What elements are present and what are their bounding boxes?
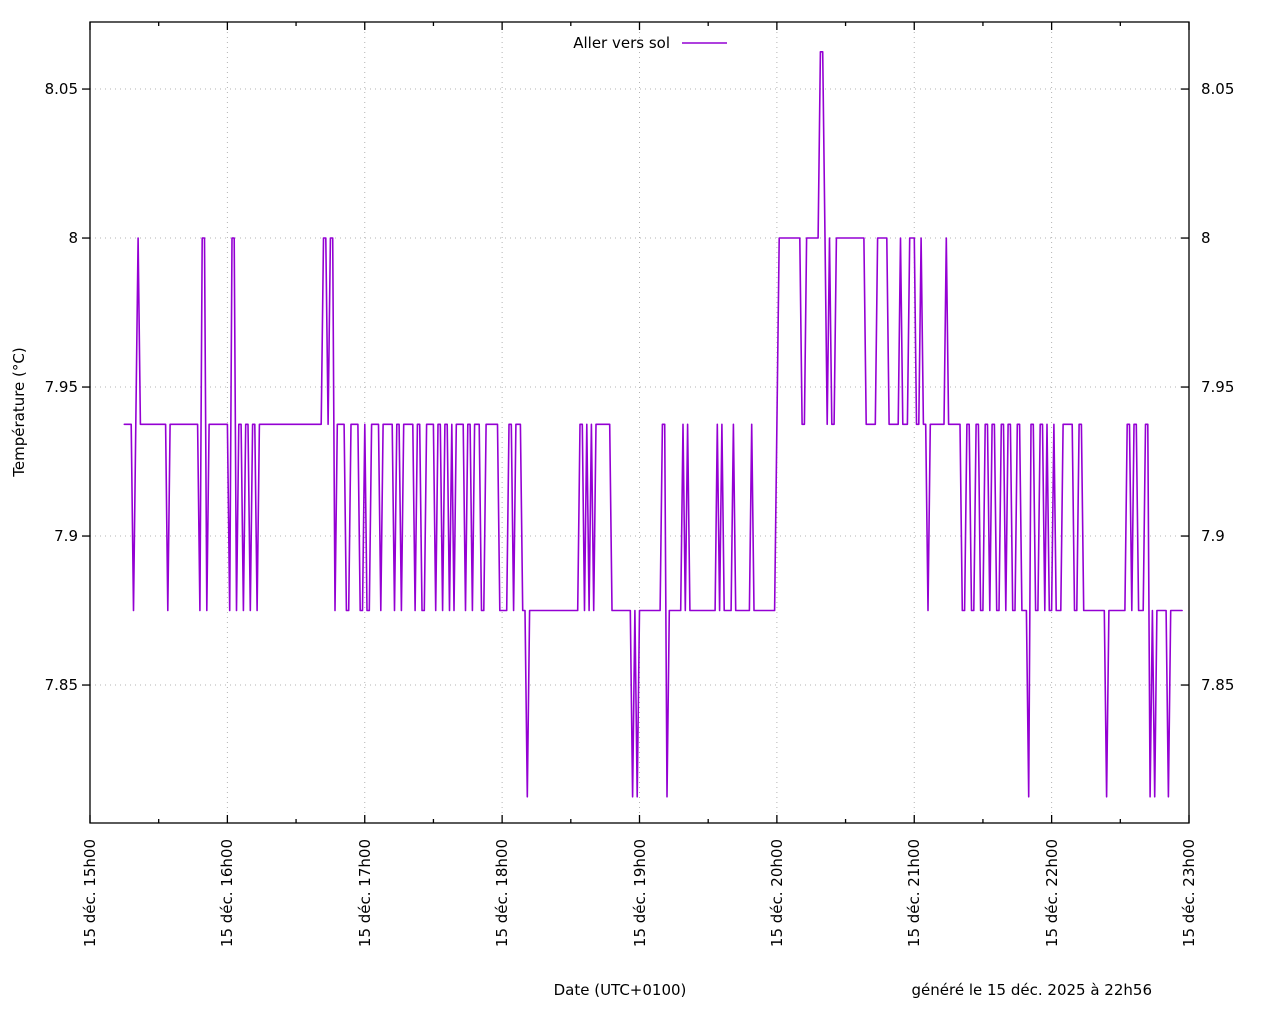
generated-timestamp: généré le 15 déc. 2025 à 22h56 <box>911 981 1152 999</box>
x-tick-label: 15 déc. 21h00 <box>905 839 924 948</box>
x-tick-label: 15 déc. 17h00 <box>355 839 374 948</box>
y-tick-label-right: 8 <box>1201 229 1211 248</box>
series-line <box>123 51 1183 798</box>
x-tick-label: 15 déc. 20h00 <box>767 839 786 948</box>
y-tick-label-right: 7.9 <box>1201 527 1225 546</box>
y-tick-label-right: 8.05 <box>1201 80 1235 99</box>
x-tick-label: 15 déc. 18h00 <box>493 839 512 948</box>
x-tick-label: 15 déc. 22h00 <box>1042 839 1061 948</box>
x-axis-title: Date (UTC+0100) <box>553 981 687 999</box>
y-tick-label-left: 8 <box>68 229 78 248</box>
x-tick-label: 15 déc. 15h00 <box>81 839 99 948</box>
y-tick-label-right: 7.85 <box>1201 676 1235 695</box>
x-tick-label: 15 déc. 19h00 <box>630 839 649 948</box>
y-tick-label-left: 7.85 <box>44 676 78 695</box>
plot-border <box>89 21 1190 824</box>
y-tick-label-right: 7.95 <box>1201 378 1235 397</box>
x-tick-label: 15 déc. 23h00 <box>1180 839 1198 948</box>
y-axis-title: Température (°C) <box>10 347 28 477</box>
y-tick-label-left: 7.9 <box>54 527 78 546</box>
legend-label: Aller vers sol <box>573 34 670 52</box>
y-tick-label-left: 7.95 <box>44 378 78 397</box>
x-tick-label: 15 déc. 16h00 <box>218 839 237 948</box>
y-tick-label-left: 8.05 <box>44 80 78 99</box>
